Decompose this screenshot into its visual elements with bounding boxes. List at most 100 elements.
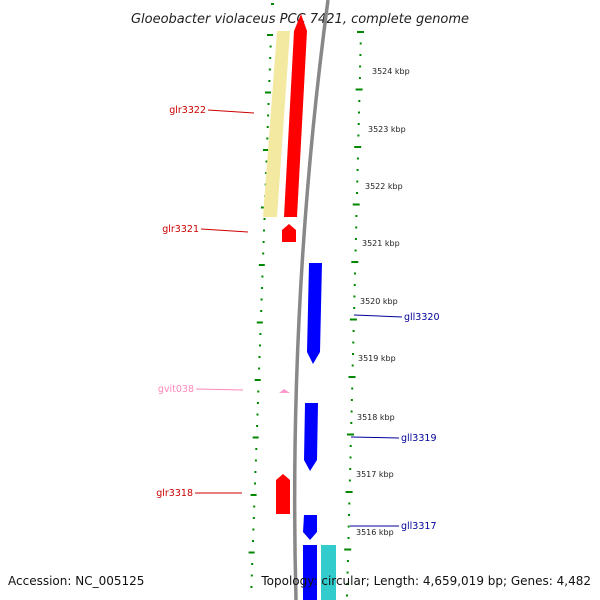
scale-tick (359, 42, 362, 45)
scale-tick (266, 137, 269, 140)
scale-tick (252, 517, 255, 519)
scale-tick (349, 318, 357, 321)
label-gll3320: gll3320 (404, 312, 440, 323)
scale-tick (250, 494, 257, 496)
scale-tick (352, 203, 360, 206)
gene-gll3319 (304, 403, 318, 471)
accession-text: Accession: NC_005125 (8, 574, 144, 588)
scale-tick (358, 111, 360, 114)
scale-tick (252, 540, 254, 542)
tick-rings (248, 31, 364, 597)
scale-tick (350, 399, 353, 401)
scale-tick (255, 448, 258, 450)
rrna-band (263, 31, 290, 217)
scale-tick (354, 146, 362, 148)
scale-tick (260, 298, 263, 301)
scale-tick (349, 456, 352, 459)
scale-tick (248, 551, 255, 554)
scale-tick (344, 548, 352, 551)
scale-tick (350, 410, 353, 413)
scale-tick (357, 31, 364, 33)
leader-line (350, 436, 400, 439)
scale-tick (267, 103, 270, 105)
scale-tick (265, 160, 268, 163)
gene-gll3317 (303, 515, 317, 540)
kbp-label: 3518 kbp (357, 413, 395, 422)
scale-tick (259, 333, 262, 335)
scale-tick (269, 45, 272, 48)
scale-tick (351, 387, 354, 390)
gene-glr3321 (282, 224, 296, 242)
scale-tick (258, 264, 265, 266)
label-glr3322: glr3322 (169, 105, 206, 116)
scale-tick (348, 376, 356, 378)
scale-tick (349, 445, 352, 447)
kbp-label: 3521 kbp (362, 239, 400, 248)
scale-tick (349, 468, 352, 470)
scale-tick (265, 172, 268, 174)
scale-tick (259, 344, 261, 347)
scale-tick (356, 157, 359, 160)
scale-tick (347, 433, 354, 436)
scale-tick (345, 491, 353, 493)
kbp-label: 3516 kbp (356, 528, 394, 537)
scale-tick (268, 80, 271, 82)
scale-tick (261, 275, 264, 278)
scale-tick (353, 307, 356, 309)
scale-tick (267, 34, 273, 36)
kbp-label: 3520 kbp (360, 297, 398, 306)
scale-tick (250, 574, 253, 577)
gene-glr3322 (284, 14, 307, 217)
scale-tick (350, 422, 353, 424)
scale-tick (256, 425, 259, 427)
scale-tick (355, 88, 363, 91)
scale-tick (257, 390, 260, 393)
scale-tick (256, 413, 259, 416)
scale-tick (353, 295, 356, 298)
leader-line (195, 388, 244, 391)
scale-tick (258, 356, 261, 358)
kbp-labels: 3524 kbp 3523 kbp 3522 kbp 3521 kbp 3520… (356, 67, 410, 537)
gene-next-blue (303, 545, 317, 600)
scale-tick (262, 149, 269, 151)
gene-labels-left: glr3322 glr3321 gvit038 glr3318 (156, 105, 255, 499)
topology-text: Topology: circular; Length: 4,659,019 bp… (260, 574, 591, 588)
scale-tick (346, 583, 349, 585)
backbone-arc (292, 0, 330, 600)
scale-tick (352, 341, 355, 344)
scale-tick (347, 525, 350, 528)
scale-tick (356, 180, 359, 183)
scale-tick (267, 114, 270, 117)
label-glr3318: glr3318 (156, 488, 193, 499)
scale-tick (263, 229, 265, 232)
scale-tick (357, 134, 360, 137)
scale-tick (358, 100, 361, 102)
scale-tick (254, 379, 261, 381)
scale-tick (250, 586, 253, 588)
scale-tick (261, 287, 263, 289)
scale-tick (356, 192, 358, 194)
label-gll3319: gll3319 (401, 433, 437, 444)
scale-tick (348, 514, 350, 516)
scale-tick (359, 54, 362, 56)
leader-line (353, 314, 403, 318)
leader-line (200, 228, 249, 233)
scale-tick (251, 563, 254, 565)
scale-tick (359, 65, 362, 68)
scale-tick (262, 241, 265, 243)
scale-tick (352, 353, 354, 355)
scale-tick (346, 560, 349, 562)
scale-tick (269, 57, 272, 59)
gene-labels-right: gll3320 gll3319 gll3317 (350, 312, 440, 532)
scale-tick (252, 436, 259, 439)
scale-tick (260, 310, 263, 312)
leader-line (207, 109, 255, 114)
scale-tick (265, 91, 271, 94)
scale-tick (352, 330, 355, 332)
scale-tick (266, 126, 269, 128)
scale-tick (358, 77, 361, 79)
scale-tick (256, 402, 259, 404)
cyan-band (321, 545, 336, 600)
scale-tick (253, 505, 256, 508)
